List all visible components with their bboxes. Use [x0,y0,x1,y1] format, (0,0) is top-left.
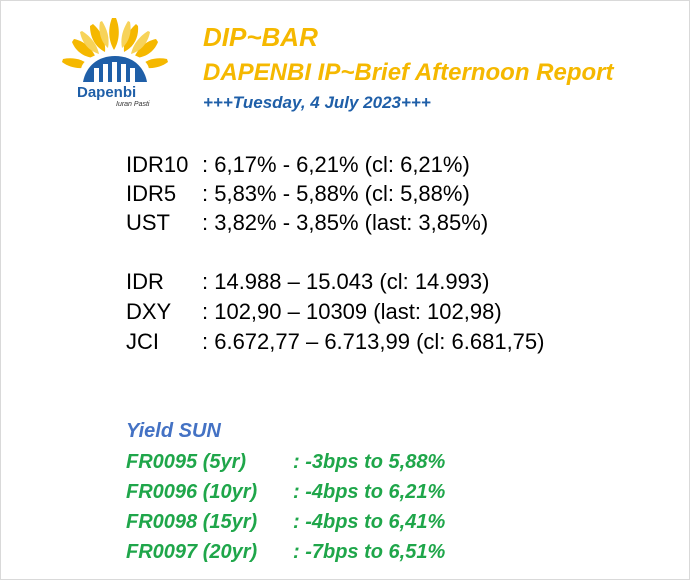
report-title: DIP~BAR [203,22,318,52]
yield-sun-heading: Yield SUN [126,420,221,442]
sunburst-logo-icon [62,18,168,88]
yield-label: FR0098 (15yr) [126,511,258,533]
market-label: JCI [126,329,159,354]
rate-row-idr5: IDR5 : 5,83% - 5,88% (cl: 5,88%) [126,181,470,207]
report-date: +++Tuesday, 4 July 2023+++ [203,93,431,112]
yield-value: : -3bps to 5,88% [293,451,446,473]
market-label: DXY [126,299,172,324]
yield-value: : -4bps to 6,21% [293,481,446,503]
logo-tagline: Iuran Pasti [116,101,150,108]
yield-label: FR0096 (10yr) [126,481,258,503]
market-value: : 102,90 – 10309 (last: 102,98) [202,299,502,324]
market-value: : 14.988 – 15.043 (cl: 14.993) [202,269,490,294]
market-row-dxy: DXY : 102,90 – 10309 (last: 102,98) [126,299,502,325]
market-row-idr: IDR : 14.988 – 15.043 (cl: 14.993) [126,269,489,295]
report-subtitle: DAPENBI IP~Brief Afternoon Report [203,59,614,86]
dapenbi-logo: Dapenbi Iuran Pasti [50,10,180,115]
yield-row-fr0097: FR0097 (20yr) : -7bps to 6,51% [126,541,445,564]
rate-value: : 5,83% - 5,88% (cl: 5,88%) [202,181,470,206]
rate-label: IDR5 [126,181,177,206]
yield-value: : -4bps to 6,41% [293,511,446,533]
rate-row-ust: UST : 3,82% - 3,85% (last: 3,85%) [126,210,488,236]
rate-row-idr10: IDR10 : 6,17% - 6,21% (cl: 6,21%) [126,152,470,178]
rate-value: : 3,82% - 3,85% (last: 3,85%) [202,210,489,235]
yield-row-fr0095: FR0095 (5yr) : -3bps to 5,88% [126,451,445,474]
yield-label: FR0097 (20yr) [126,541,258,563]
market-value: : 6.672,77 – 6.713,99 (cl: 6.681,75) [202,329,545,354]
logo-wordmark: Dapenbi [77,84,137,101]
rate-value: : 6,17% - 6,21% (cl: 6,21%) [202,152,470,177]
market-label: IDR [126,269,164,294]
yield-row-fr0096: FR0096 (10yr) : -4bps to 6,21% [126,481,445,504]
yield-row-fr0098: FR0098 (15yr) : -4bps to 6,41% [126,511,445,534]
rate-label: IDR10 [126,152,189,177]
rate-label: UST [126,210,170,235]
market-row-jci: JCI : 6.672,77 – 6.713,99 (cl: 6.681,75) [126,329,544,355]
yield-value: : -7bps to 6,51% [293,541,446,563]
yield-label: FR0095 (5yr) [126,451,247,473]
